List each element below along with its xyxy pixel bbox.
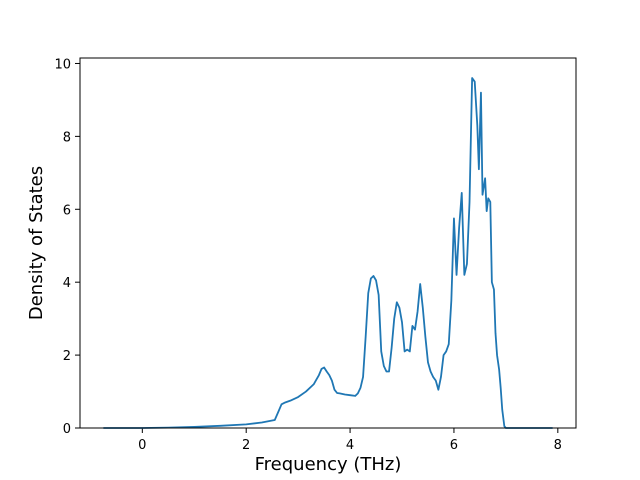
plot-frame bbox=[79, 57, 577, 429]
y-axis-label: Density of States bbox=[26, 166, 47, 320]
y-tick-label: 8 bbox=[63, 130, 71, 145]
x-tick-label: 6 bbox=[450, 438, 458, 453]
x-axis-label: Frequency (THz) bbox=[255, 454, 402, 475]
x-tick-label: 0 bbox=[138, 438, 146, 453]
x-tick-label: 4 bbox=[346, 438, 354, 453]
y-tick-label: 10 bbox=[54, 57, 71, 72]
x-tick-label: 2 bbox=[242, 438, 250, 453]
axis-ticks: 0 2 4 6 8 0 2 4 6 8 10 bbox=[54, 57, 562, 453]
y-tick-label: 6 bbox=[63, 203, 71, 218]
y-tick-label: 2 bbox=[63, 349, 71, 364]
y-tick-label: 0 bbox=[63, 422, 71, 437]
x-tick-label: 8 bbox=[554, 438, 562, 453]
y-tick-label: 4 bbox=[63, 276, 71, 291]
dos-line bbox=[103, 77, 553, 429]
